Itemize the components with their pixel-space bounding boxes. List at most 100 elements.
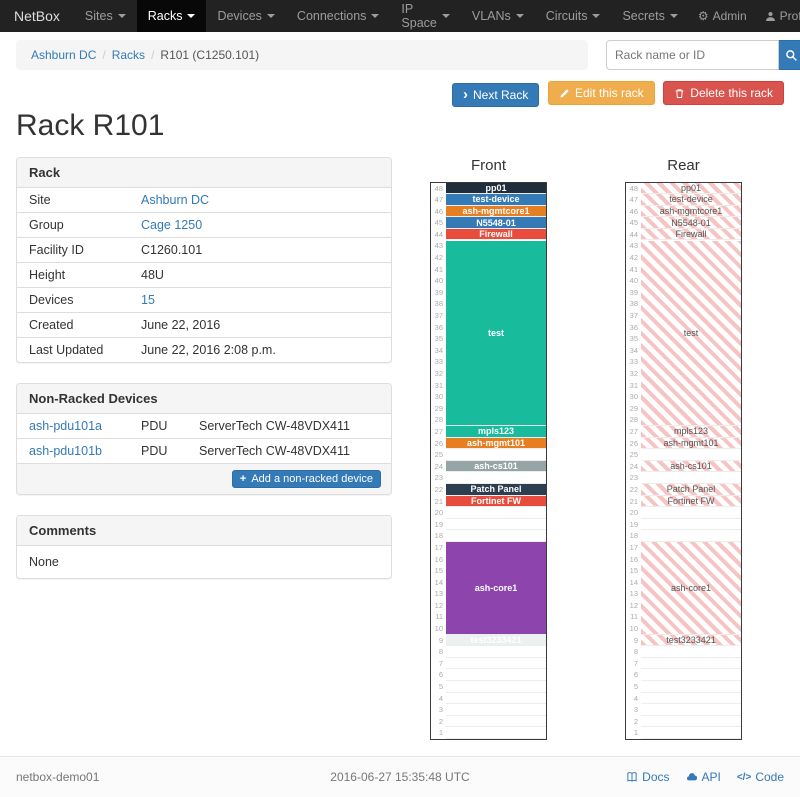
non-racked-row: ash-pdu101a PDU ServerTech CW-48VDX411	[17, 414, 391, 439]
device-link[interactable]: ash-pdu101b	[29, 443, 102, 458]
rack-device[interactable]: test-device	[446, 194, 546, 205]
search-input[interactable]	[606, 40, 779, 70]
breadcrumb-item[interactable]: Ashburn DC	[31, 48, 97, 62]
rack-device[interactable]: ash-cs101	[446, 460, 546, 472]
unit-number: 20	[434, 508, 443, 518]
rack-device[interactable]: Fortinet FW	[641, 495, 741, 507]
plus-icon: +	[239, 472, 247, 485]
rack-device[interactable]: test-device	[641, 194, 741, 205]
breadcrumb-item[interactable]: Racks	[111, 48, 146, 62]
rack-device[interactable]: mpls123	[446, 426, 546, 437]
attr-label: Devices	[17, 286, 129, 312]
front-title: Front	[470, 156, 506, 174]
code-link[interactable]: </> Code	[736, 770, 784, 784]
empty-unit	[641, 414, 741, 426]
unit-number: 26	[434, 438, 443, 448]
empty-unit	[446, 669, 546, 682]
nav-item-connections[interactable]: Connections	[286, 0, 391, 32]
unit-number: 41	[629, 264, 638, 274]
nav-item-sites[interactable]: Sites	[74, 0, 137, 32]
attr-label: Created	[17, 311, 129, 337]
nav-item-ip-space[interactable]: IP Space	[390, 0, 460, 32]
unit-number: 13	[434, 589, 443, 599]
unit-slots: pp01 test-device ash-mgmtcore1 N5548-01 Fire…	[641, 182, 741, 739]
attr-value-link[interactable]: 15	[141, 292, 155, 307]
attr-value: June 22, 2016	[129, 311, 391, 337]
nav-item-vlans[interactable]: VLANs	[461, 0, 535, 32]
edit-rack-button[interactable]: Edit this rack	[547, 81, 655, 105]
delete-rack-button[interactable]: Delete this rack	[663, 81, 784, 105]
empty-unit	[641, 658, 741, 670]
rack-device[interactable]: ash-mgmtcore1	[446, 205, 546, 217]
nav-item-circuits[interactable]: Circuits	[535, 0, 612, 32]
rack-device[interactable]: Patch Panel	[446, 484, 546, 495]
profile-link[interactable]: Profile	[756, 9, 800, 23]
rack-device[interactable]: ash-core1	[446, 542, 546, 634]
device-type: ServerTech CW-48VDX411	[187, 437, 391, 463]
rack-device[interactable]: test	[446, 240, 546, 426]
rack-device[interactable]: N5548-01	[446, 217, 546, 228]
comments-body: None	[29, 554, 59, 569]
admin-link[interactable]: ⚙ Admin	[697, 9, 747, 23]
rack-device[interactable]: ash-cs101	[641, 460, 741, 472]
unit-number: 43	[629, 241, 638, 251]
api-link[interactable]: API	[686, 770, 721, 784]
comments-panel: Comments None	[16, 514, 392, 579]
empty-unit	[446, 727, 546, 739]
rack-device[interactable]: test	[641, 240, 741, 426]
rack-device[interactable]: ash-mgmt101	[641, 437, 741, 449]
rack-info-panel: Rack Site Ashburn DC Group Cage 1250 Facilit…	[16, 156, 392, 363]
attr-value: Cage 1250	[129, 211, 391, 237]
nav-item-secrets[interactable]: Secrets	[611, 0, 688, 32]
chevron-right-icon: ›	[462, 85, 468, 103]
attr-value-link[interactable]: Cage 1250	[141, 217, 203, 232]
unit-number: 30	[434, 392, 443, 402]
docs-link[interactable]: Docs	[626, 770, 670, 784]
page-title: Rack R101	[16, 108, 165, 142]
rack-device[interactable]: ash-core1	[641, 542, 741, 634]
attr-label: Facility ID	[17, 236, 129, 262]
rack-device[interactable]: mpls123	[641, 426, 741, 437]
unit-number: 38	[629, 299, 638, 309]
rack-device[interactable]: ash-mgmtcore1	[641, 205, 741, 217]
rack-device[interactable]: Firewall	[641, 228, 741, 240]
unit-number: 27	[434, 426, 443, 436]
rack-device[interactable]: test3233421	[446, 634, 546, 646]
rack-attr-row: Created June 22, 2016	[17, 311, 391, 337]
unit-number: 23	[434, 473, 443, 483]
next-rack-button[interactable]: › Next Rack	[451, 82, 540, 107]
unit-number: 44	[629, 229, 638, 239]
unit-number: 39	[629, 287, 638, 297]
unit-number: 34	[434, 345, 443, 355]
attr-value: Ashburn DC	[129, 188, 391, 213]
search-button[interactable]	[779, 40, 800, 70]
rack-device[interactable]: pp01	[641, 182, 741, 194]
rack-device[interactable]: pp01	[446, 182, 546, 194]
rack-device[interactable]: Patch Panel	[641, 484, 741, 495]
rack-device[interactable]: Fortinet FW	[446, 495, 546, 507]
unit-number: 47	[629, 195, 638, 205]
unit-number: 22	[434, 484, 443, 494]
unit-number: 16	[629, 554, 638, 564]
add-non-racked-device-button[interactable]: + Add a non-racked device	[231, 469, 381, 488]
rack-attr-row: Devices 15	[17, 286, 391, 312]
panel-title: Non-Racked Devices	[17, 383, 391, 414]
empty-unit	[446, 623, 546, 635]
empty-unit	[446, 414, 546, 426]
attr-value-link[interactable]: Ashburn DC	[141, 192, 210, 207]
device-link[interactable]: ash-pdu101a	[29, 418, 102, 433]
nav-item-label: Racks	[147, 9, 183, 23]
nav-item-devices[interactable]: Devices	[206, 0, 285, 32]
rack-device[interactable]: Firewall	[446, 228, 546, 240]
rack-device[interactable]: N5548-01	[641, 217, 741, 228]
empty-unit	[641, 438, 741, 450]
unit-number: 45	[434, 218, 443, 228]
nav-item-racks[interactable]: Racks	[136, 0, 207, 32]
attr-label: Height	[17, 261, 129, 287]
nav-item-label: VLANs	[471, 9, 511, 23]
rack-device[interactable]: test3233421	[641, 634, 741, 646]
brand[interactable]: NetBox	[14, 8, 60, 24]
nav-item-label: Circuits	[545, 9, 588, 23]
unit-number: 38	[434, 299, 443, 309]
rack-device[interactable]: ash-mgmt101	[446, 437, 546, 449]
